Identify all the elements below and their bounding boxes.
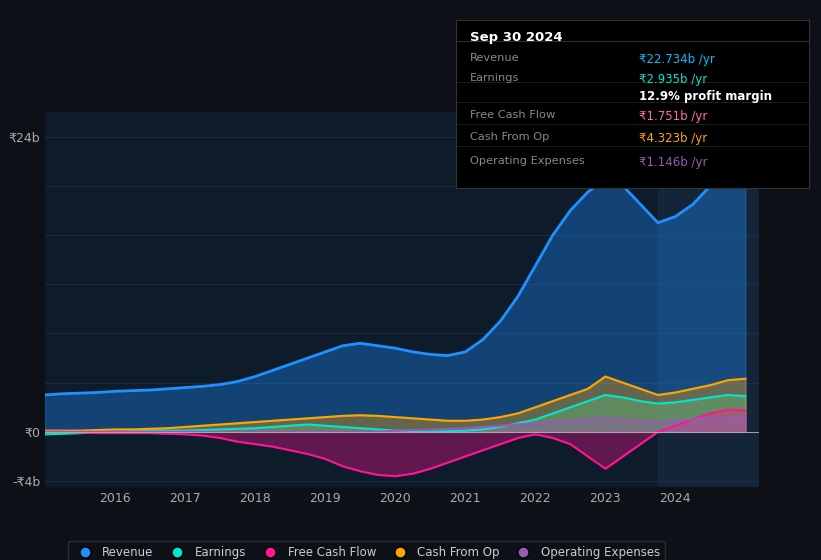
Bar bbox=[658, 112, 759, 487]
Text: ₹2.935b /yr: ₹2.935b /yr bbox=[640, 73, 708, 86]
Legend: Revenue, Earnings, Free Cash Flow, Cash From Op, Operating Expenses: Revenue, Earnings, Free Cash Flow, Cash … bbox=[68, 542, 665, 560]
Text: ₹22.734b /yr: ₹22.734b /yr bbox=[640, 53, 715, 66]
Text: ₹1.751b /yr: ₹1.751b /yr bbox=[640, 110, 708, 123]
Text: 12.9% profit margin: 12.9% profit margin bbox=[640, 90, 773, 103]
Text: Cash From Op: Cash From Op bbox=[470, 132, 549, 142]
Text: Revenue: Revenue bbox=[470, 53, 520, 63]
Text: Free Cash Flow: Free Cash Flow bbox=[470, 110, 555, 120]
Text: ₹4.323b /yr: ₹4.323b /yr bbox=[640, 132, 708, 145]
Text: Earnings: Earnings bbox=[470, 73, 519, 83]
Text: ₹1.146b /yr: ₹1.146b /yr bbox=[640, 156, 708, 169]
Text: Sep 30 2024: Sep 30 2024 bbox=[470, 31, 562, 44]
Text: Operating Expenses: Operating Expenses bbox=[470, 156, 585, 166]
